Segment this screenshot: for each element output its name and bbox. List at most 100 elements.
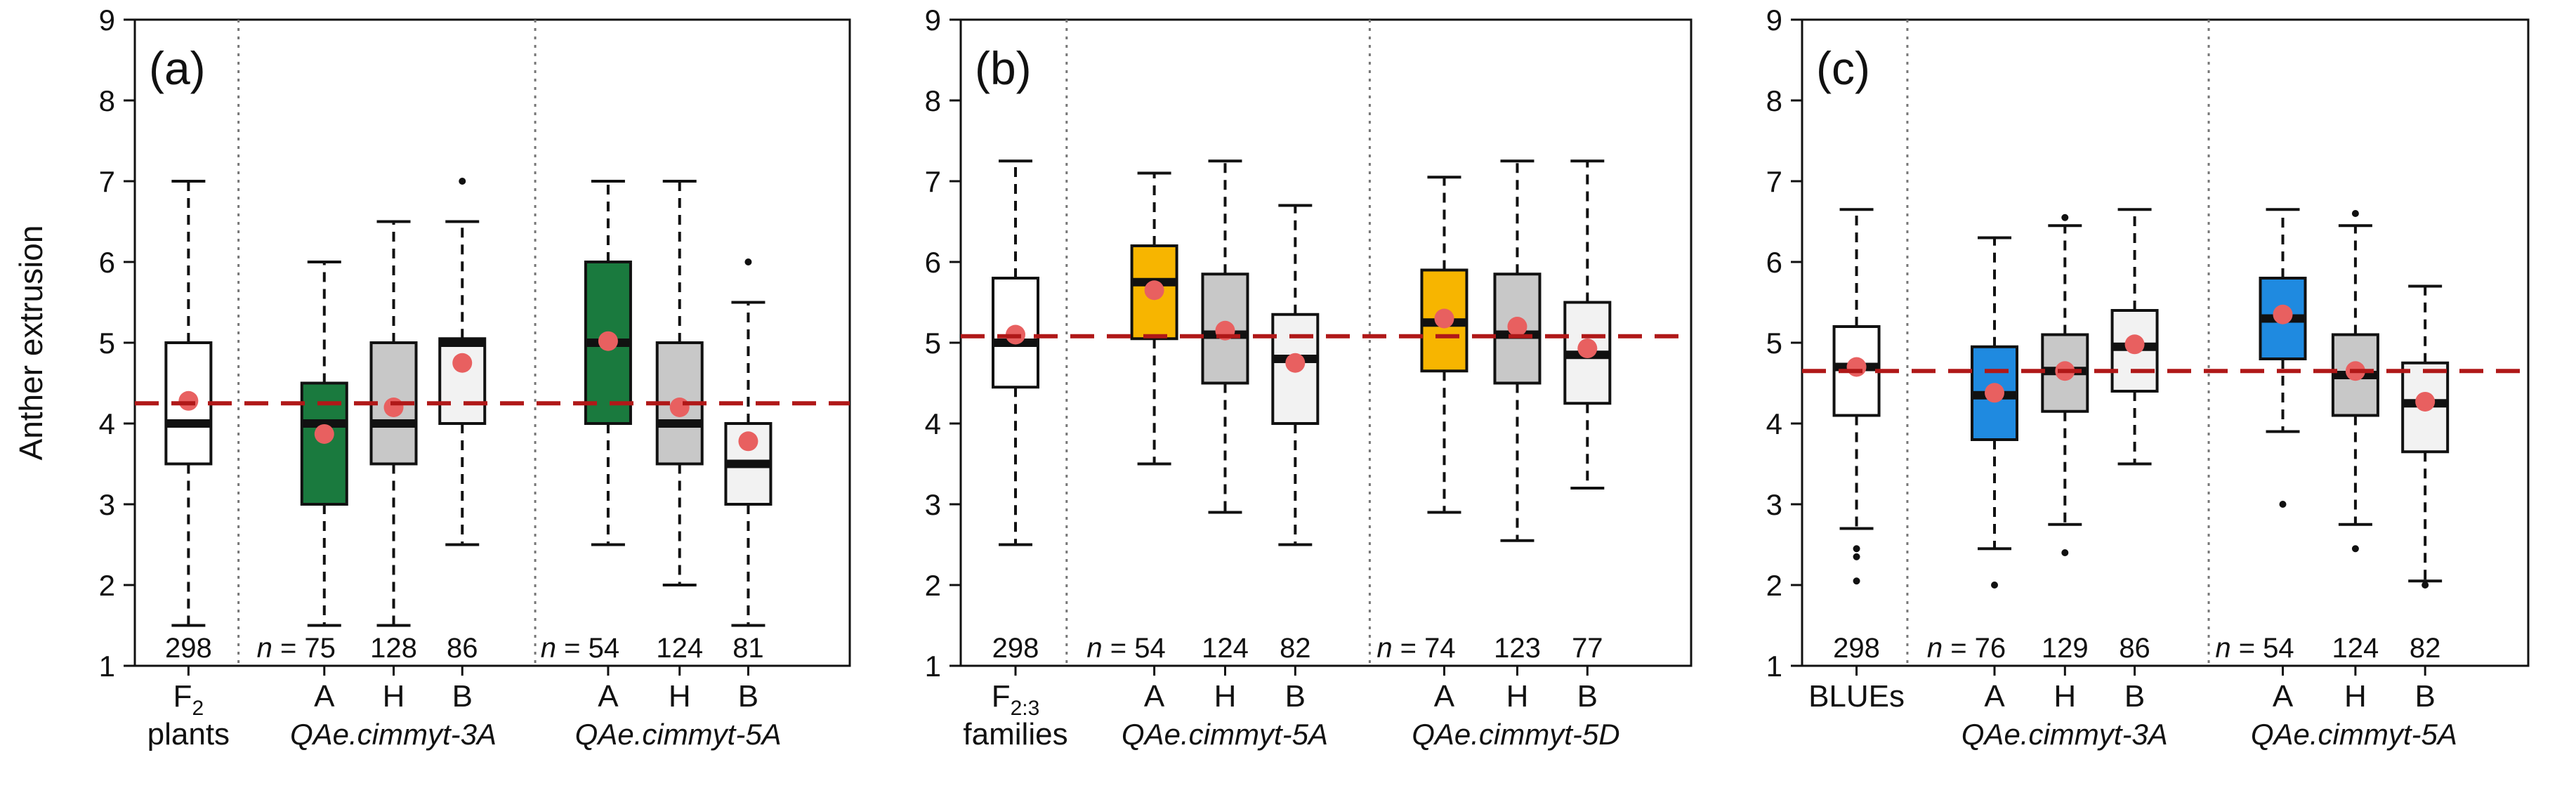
box-QAe.cimmyt-3A-A: n = 75 A — [257, 261, 348, 714]
count-value: = 54 — [2231, 633, 2294, 664]
mean-point — [452, 353, 473, 373]
y-tick-label: 2 — [1766, 569, 1782, 602]
count-label: 82 — [1280, 633, 1311, 664]
count-label: n = 54 — [1086, 633, 1165, 664]
count-label: 124 — [2332, 633, 2379, 664]
n-prefix: n — [541, 633, 556, 664]
y-tick-label: 9 — [925, 4, 941, 37]
y-tick-label: 5 — [99, 327, 115, 360]
y-tick-label: 5 — [1766, 327, 1782, 360]
y-tick-label: 6 — [925, 246, 941, 279]
count-value: = 75 — [272, 633, 336, 664]
y-tick-label: 7 — [925, 165, 941, 198]
box-QAe.cimmyt-3A-H: 129 H — [2041, 214, 2089, 714]
count-label: 124 — [656, 633, 703, 664]
qtl-label: QAe.cimmyt-5D — [1412, 718, 1619, 751]
count-label: n = 75 — [257, 633, 336, 664]
plot-frame — [133, 18, 851, 667]
qtl-label: QAe.cimmyt-5A — [2251, 718, 2457, 751]
count-label: n = 74 — [1376, 633, 1455, 664]
y-tick-label: 4 — [1766, 407, 1782, 440]
y-tick-label: 4 — [925, 407, 941, 440]
box-QAe.cimmyt-5D-A: n = 74 A — [1376, 176, 1468, 714]
group-name: F2 — [173, 679, 204, 720]
outlier-point — [2351, 210, 2359, 217]
genotype-label: H — [1214, 679, 1237, 714]
y-tick-label: 3 — [925, 488, 941, 521]
group-name-line2: families — [963, 717, 1067, 751]
qtl-label: QAe.cimmyt-5A — [1122, 718, 1328, 751]
qtl-label: QAe.cimmyt-5A — [575, 718, 782, 751]
box-overall-all: 298 — [164, 180, 213, 676]
mean-point — [178, 390, 199, 411]
group-name-main: F — [992, 679, 1011, 714]
y-axis-label: Anther extrusion — [13, 225, 49, 461]
mean-point — [1144, 280, 1164, 301]
mean-point — [2124, 334, 2145, 355]
qtl-label: QAe.cimmyt-3A — [1961, 718, 2168, 751]
box-QAe.cimmyt-3A-B: 86 B — [438, 178, 487, 714]
count-label: 77 — [1572, 633, 1603, 664]
group-name-main: F — [173, 679, 192, 714]
outlier-point — [2421, 582, 2429, 589]
box-QAe.cimmyt-3A-A: n = 76 A — [1927, 236, 2019, 714]
count-label: 81 — [732, 633, 764, 664]
mean-point — [1985, 383, 2005, 403]
genotype-label: B — [2124, 679, 2145, 714]
outlier-point — [1853, 577, 1860, 585]
box-overall-all: 298 — [992, 159, 1039, 676]
group-name-sub: 2:3 — [1011, 697, 1040, 720]
panel-label: (b) — [975, 42, 1032, 94]
y-tick-label: 5 — [925, 327, 941, 360]
genotype-label: A — [1144, 679, 1165, 714]
mean-point — [314, 423, 334, 444]
panel-label: (a) — [149, 42, 206, 94]
count-label: 298 — [992, 633, 1039, 664]
y-tick-label: 8 — [99, 84, 115, 117]
count-label: n = 54 — [2215, 633, 2294, 664]
count-value: = 54 — [1103, 633, 1166, 664]
y-tick-label: 8 — [1766, 84, 1782, 117]
genotype-label: B — [738, 679, 758, 714]
count-label: 86 — [447, 633, 478, 664]
y-tick-label: 2 — [99, 569, 115, 602]
count-label: 129 — [2042, 633, 2089, 664]
mean-point — [2415, 391, 2436, 412]
outlier-point — [2351, 545, 2359, 553]
y-tick-label: 7 — [99, 165, 115, 198]
mean-point — [2273, 304, 2293, 324]
outlier-point — [1853, 545, 1860, 553]
mean-point — [383, 398, 404, 417]
y-tick-label: 9 — [99, 4, 115, 37]
group-name-line2: plants — [147, 717, 230, 751]
box-QAe.cimmyt-3A-B: 86 B — [2110, 208, 2159, 714]
mean-point — [738, 431, 758, 452]
y-tick-label: 6 — [99, 246, 115, 279]
outlier-point — [2061, 549, 2069, 556]
mean-point — [1434, 308, 1454, 329]
y-tick-label: 7 — [1766, 165, 1782, 198]
count-value: = 74 — [1393, 633, 1456, 664]
y-tick-label: 8 — [925, 84, 941, 117]
box-iqr — [438, 337, 487, 425]
box-QAe.cimmyt-5A-A: n = 54 A — [541, 180, 632, 714]
genotype-label: A — [314, 679, 335, 714]
genotype-label: H — [2053, 679, 2076, 714]
box-QAe.cimmyt-5A-A: n = 54 A — [2215, 208, 2307, 714]
count-label: 298 — [165, 633, 212, 664]
panel-label: (c) — [1816, 42, 1870, 94]
outlier-point — [1991, 582, 1999, 589]
y-tick-label: 2 — [925, 569, 941, 602]
box-QAe.cimmyt-5A-B: 81 B — [724, 258, 773, 714]
genotype-label: H — [383, 679, 405, 714]
genotype-label: H — [669, 679, 691, 714]
count-label: 82 — [2410, 633, 2441, 664]
box-QAe.cimmyt-5A-A: n = 54 A — [1086, 171, 1178, 714]
count-value: = 54 — [556, 633, 619, 664]
outlier-point — [2279, 501, 2287, 508]
count-value: = 76 — [1943, 633, 2006, 664]
mean-point — [1507, 317, 1527, 336]
count-label: 86 — [2119, 633, 2150, 664]
